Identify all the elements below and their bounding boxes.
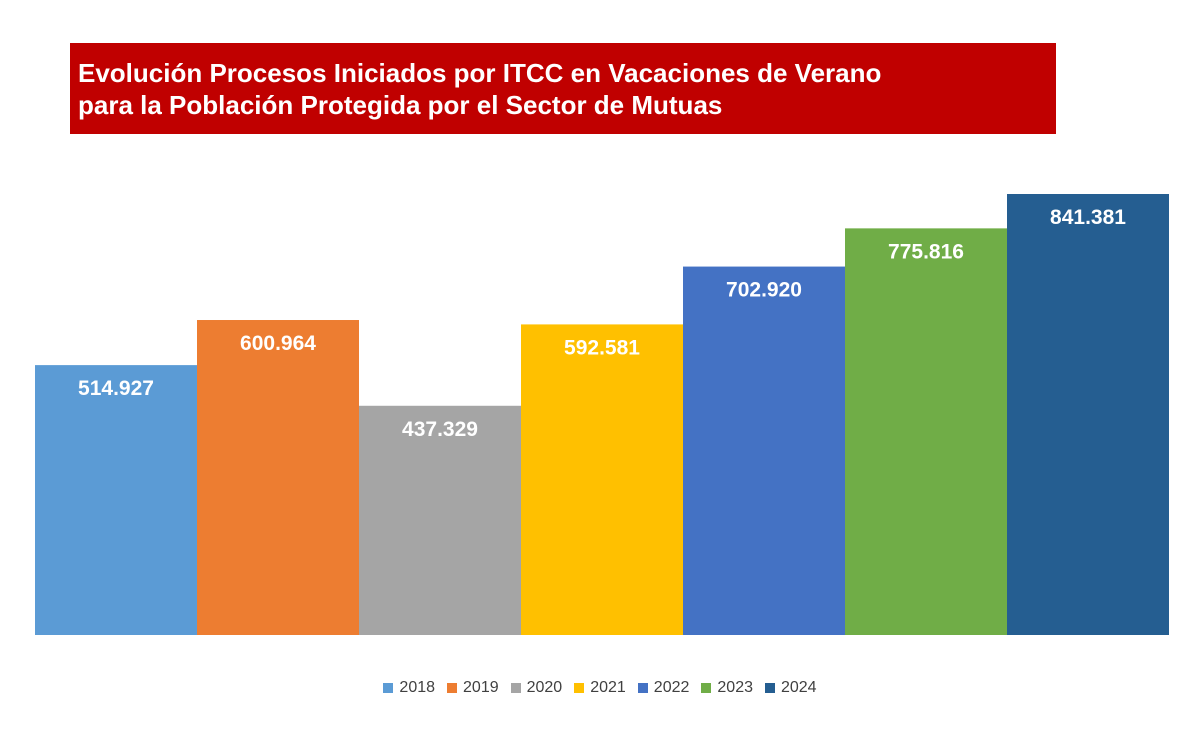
data-label-2022: 702.920 [726, 279, 802, 302]
data-label-2021: 592.581 [564, 336, 640, 359]
chart-legend: 2018 2019 2020 2021 2022 2023 2024 [0, 679, 1200, 697]
data-label-2020: 437.329 [402, 418, 478, 441]
legend-item-2020: 2020 [510, 679, 563, 697]
legend-item-2023: 2023 [701, 679, 753, 697]
bar-2019 [197, 320, 359, 635]
bar-2018 [35, 365, 197, 635]
legend-label-2020: 2020 [526, 679, 563, 696]
legend-swatch-2024 [764, 683, 775, 693]
legend-swatch-2021 [574, 683, 585, 693]
legend-swatch-2023 [701, 683, 712, 693]
legend-label-2018: 2018 [399, 679, 436, 696]
chart-title-line-1: Evolución Procesos Iniciados por ITCC en… [78, 58, 882, 88]
legend-label-2023: 2023 [717, 679, 753, 696]
legend-label-2024: 2024 [780, 679, 817, 696]
data-label-2023: 775.816 [888, 240, 964, 263]
legend-label-2021: 2021 [590, 679, 626, 696]
chart-title-line-2: para la Población Protegida por el Secto… [78, 90, 723, 120]
legend-item-2018: 2018 [383, 679, 435, 697]
bar-2024 [1007, 194, 1169, 635]
bar-2023 [845, 228, 1007, 636]
bar-2022 [683, 266, 845, 635]
chart-title-box: Evolución Procesos Iniciados por ITCC en… [70, 43, 1056, 134]
legend-swatch-2019 [447, 683, 458, 693]
legend-swatch-2020 [510, 683, 521, 693]
bar-2020 [359, 405, 521, 635]
legend-item-2019: 2019 [447, 679, 499, 697]
legend-item-2021: 2021 [574, 679, 626, 697]
bar-2021 [521, 324, 683, 635]
data-label-2018: 514.927 [78, 377, 154, 400]
legend-swatch-2022 [637, 683, 648, 693]
data-label-2024: 841.381 [1050, 206, 1126, 229]
legend-swatch-2018 [383, 683, 394, 693]
legend-label-2022: 2022 [653, 679, 690, 696]
data-label-2019: 600.964 [240, 332, 316, 355]
legend-item-2022: 2022 [637, 679, 690, 697]
legend-item-2024: 2024 [764, 679, 817, 697]
legend-label-2019: 2019 [463, 679, 499, 696]
